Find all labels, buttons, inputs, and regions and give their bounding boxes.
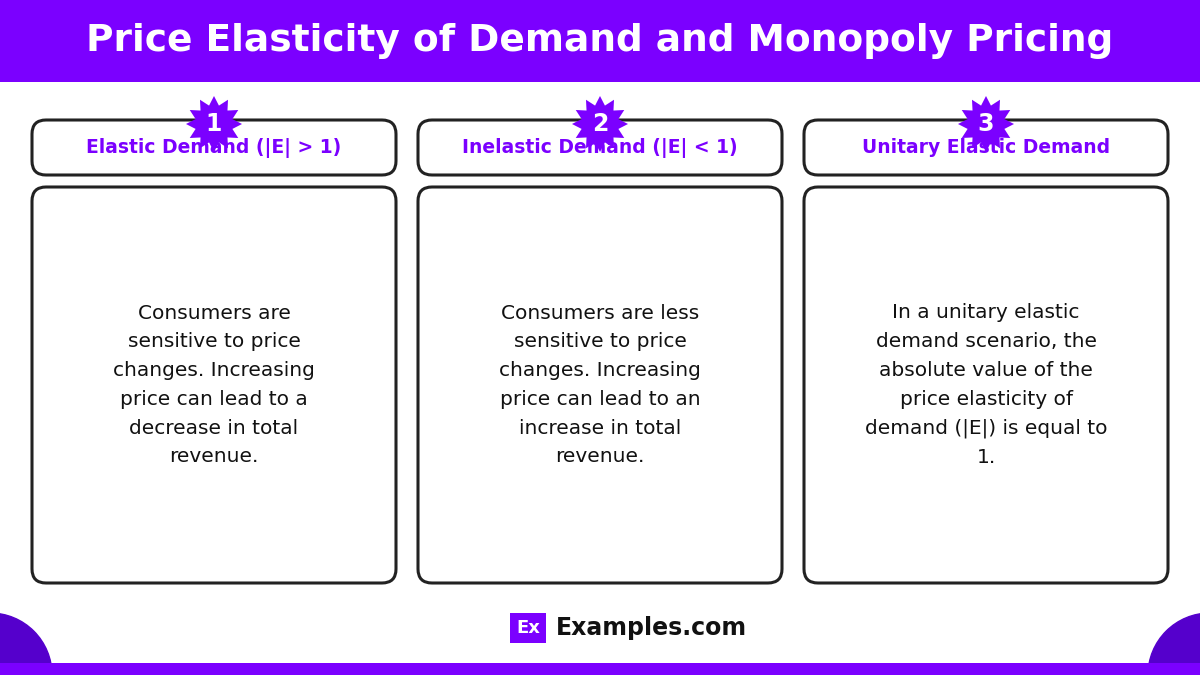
Circle shape: [0, 613, 52, 675]
FancyBboxPatch shape: [804, 187, 1168, 583]
Text: 3: 3: [978, 112, 995, 136]
FancyBboxPatch shape: [804, 120, 1168, 175]
FancyBboxPatch shape: [418, 187, 782, 583]
Polygon shape: [572, 96, 628, 152]
Text: In a unitary elastic
demand scenario, the
absolute value of the
price elasticity: In a unitary elastic demand scenario, th…: [865, 303, 1108, 466]
FancyBboxPatch shape: [418, 120, 782, 175]
Polygon shape: [186, 96, 242, 152]
Text: Ex: Ex: [516, 619, 540, 637]
Text: Examples.com: Examples.com: [556, 616, 748, 640]
Polygon shape: [958, 96, 1014, 152]
Text: Price Elasticity of Demand and Monopoly Pricing: Price Elasticity of Demand and Monopoly …: [86, 23, 1114, 59]
FancyBboxPatch shape: [0, 0, 1200, 82]
Text: 1: 1: [206, 112, 222, 136]
Text: Unitary Elastic Demand: Unitary Elastic Demand: [862, 138, 1110, 157]
Text: Elastic Demand (|E| > 1): Elastic Demand (|E| > 1): [86, 138, 342, 157]
Circle shape: [1148, 613, 1200, 675]
Text: 2: 2: [592, 112, 608, 136]
FancyBboxPatch shape: [0, 663, 1200, 675]
Text: Inelastic Demand (|E| < 1): Inelastic Demand (|E| < 1): [462, 138, 738, 157]
FancyBboxPatch shape: [510, 613, 546, 643]
Text: Consumers are less
sensitive to price
changes. Increasing
price can lead to an
i: Consumers are less sensitive to price ch…: [499, 304, 701, 466]
FancyBboxPatch shape: [32, 120, 396, 175]
FancyBboxPatch shape: [32, 187, 396, 583]
Text: Consumers are
sensitive to price
changes. Increasing
price can lead to a
decreas: Consumers are sensitive to price changes…: [113, 304, 314, 466]
